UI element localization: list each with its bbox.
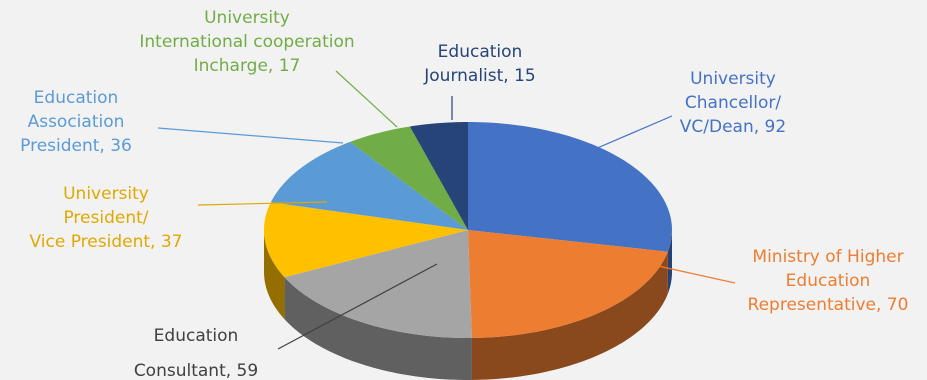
pie-sides (264, 230, 672, 380)
data-label-line: Education (154, 326, 239, 346)
data-label-line: Journalist, 15 (423, 66, 535, 86)
leader-line-1 (639, 261, 736, 284)
pie-slice-3 (264, 202, 468, 278)
pie-side-2 (284, 277, 472, 380)
data-label-line: VC/Dean, 92 (680, 117, 786, 137)
data-label-0: University Chancellor/VC/Dean, 92 (680, 69, 786, 137)
pie-slice-6 (409, 122, 468, 230)
data-label-3: University President/Vice President, 37 (30, 184, 183, 252)
pie-slice-2 (284, 230, 472, 338)
data-label-5: University International cooperation Incha… (139, 8, 354, 76)
pie-side-3 (264, 230, 285, 320)
data-label-line: Chancellor/ (685, 93, 781, 113)
data-label-1: Ministry of Higher Education Representativ… (748, 247, 909, 315)
data-label-line: Consultant, 59 (134, 361, 258, 380)
data-label-line: University (690, 69, 776, 89)
data-label-6: Education Journalist, 15 (423, 42, 535, 86)
data-label-line: Ministry of Higher (752, 247, 903, 267)
pie-side-1 (471, 251, 668, 380)
data-labels: University Chancellor/VC/Dean, 92 Ministry… (20, 8, 908, 380)
leader-line-5 (335, 70, 398, 128)
data-label-line: University (204, 8, 290, 28)
leader-line-0 (587, 115, 673, 153)
data-label-line: Association (28, 112, 125, 132)
data-label-line: Education (34, 88, 119, 108)
data-label-line: International cooperation (139, 32, 354, 52)
data-label-line: University (63, 184, 149, 204)
leader-lines (157, 70, 736, 350)
pie-slices (264, 122, 672, 338)
data-label-line: Education (438, 42, 523, 62)
pie-slice-5 (350, 126, 468, 230)
data-label-2: Education Consultant, 59 (134, 326, 258, 380)
data-label-line: President, 36 (20, 136, 132, 156)
data-label-line: Vice President, 37 (30, 232, 183, 252)
pie-side-0 (667, 230, 672, 294)
data-label-line: Education (786, 271, 871, 291)
leader-line-2 (277, 263, 438, 350)
data-label-line: Representative, 70 (748, 295, 909, 315)
data-label-4: Education Association President, 36 (20, 88, 132, 156)
leader-line-3 (197, 201, 328, 206)
pie-slice-0 (468, 122, 672, 252)
pie-slice-4 (270, 141, 468, 230)
data-label-line: President/ (63, 208, 148, 228)
data-label-line: Incharge, 17 (194, 56, 301, 76)
leader-line-4 (157, 127, 344, 144)
pie-slice-1 (468, 230, 668, 338)
